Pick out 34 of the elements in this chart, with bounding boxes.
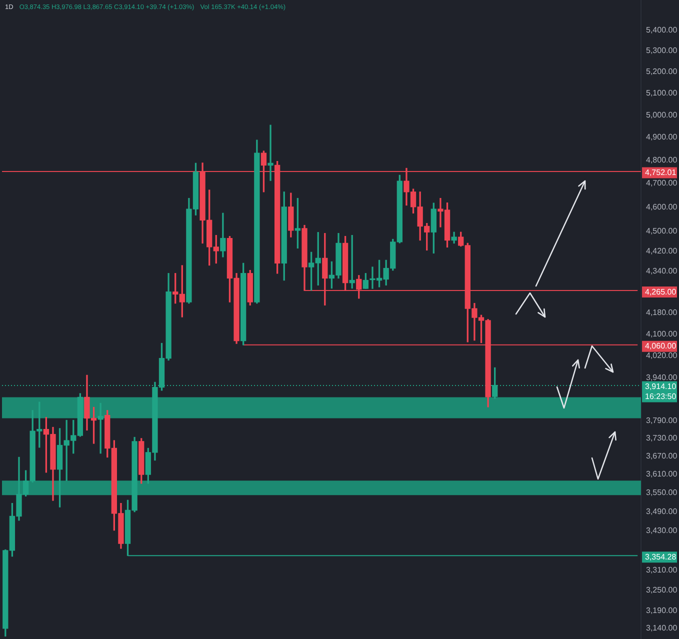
y-tick-label: 3,430.00 bbox=[646, 526, 678, 536]
y-tick-label: 3,730.00 bbox=[646, 434, 678, 443]
y-tick-label: 3,490.00 bbox=[646, 507, 678, 516]
y-tick-label: 4,500.00 bbox=[646, 226, 678, 236]
y-tick-label: 5,300.00 bbox=[646, 46, 678, 56]
y-tick-label: 3,310.00 bbox=[646, 565, 678, 574]
y-tick-label: 4,180.00 bbox=[646, 308, 678, 317]
y-tick-label: 4,420.00 bbox=[646, 246, 678, 256]
y-tick-label: 5,100.00 bbox=[646, 88, 678, 98]
data-label: 3,354.28 bbox=[645, 552, 677, 562]
y-tick-label: 3,550.00 bbox=[646, 488, 678, 498]
y-tick-label: 3,670.00 bbox=[646, 452, 678, 461]
y-tick-label: 3,790.00 bbox=[646, 416, 678, 426]
y-tick-label: 3,940.00 bbox=[646, 373, 678, 382]
y-tick-label: 4,800.00 bbox=[646, 155, 678, 164]
candlestick bbox=[98, 402, 104, 454]
y-tick-label: 4,900.00 bbox=[646, 132, 678, 142]
ref-line-label: 3,914.10 16:23:50 bbox=[645, 382, 677, 401]
y-tick-label: 3,190.00 bbox=[646, 606, 678, 616]
candlestick bbox=[268, 124, 274, 181]
y-tick-label: 5,400.00 bbox=[646, 25, 678, 34]
y-tick-label: 4,100.00 bbox=[646, 329, 678, 338]
y-tick-label: 4,340.00 bbox=[646, 266, 678, 276]
y-tick-label: 4,700.00 bbox=[646, 178, 678, 188]
y-tick-label: 4,600.00 bbox=[646, 202, 678, 212]
y-tick-label: 3,140.00 bbox=[646, 624, 678, 633]
ref-line-label: 4,752.01 bbox=[645, 168, 677, 177]
y-tick-label: 4,020.00 bbox=[646, 351, 678, 360]
data-label: 4,060.00 bbox=[645, 342, 677, 351]
y-tick-label: 3,250.00 bbox=[646, 586, 678, 595]
y-tick-label: 5,000.00 bbox=[646, 110, 678, 120]
data-label: 4,265.00 bbox=[645, 287, 677, 296]
y-tick-label: 5,200.00 bbox=[646, 67, 678, 76]
y-tick-label: 3,610.00 bbox=[646, 470, 678, 479]
